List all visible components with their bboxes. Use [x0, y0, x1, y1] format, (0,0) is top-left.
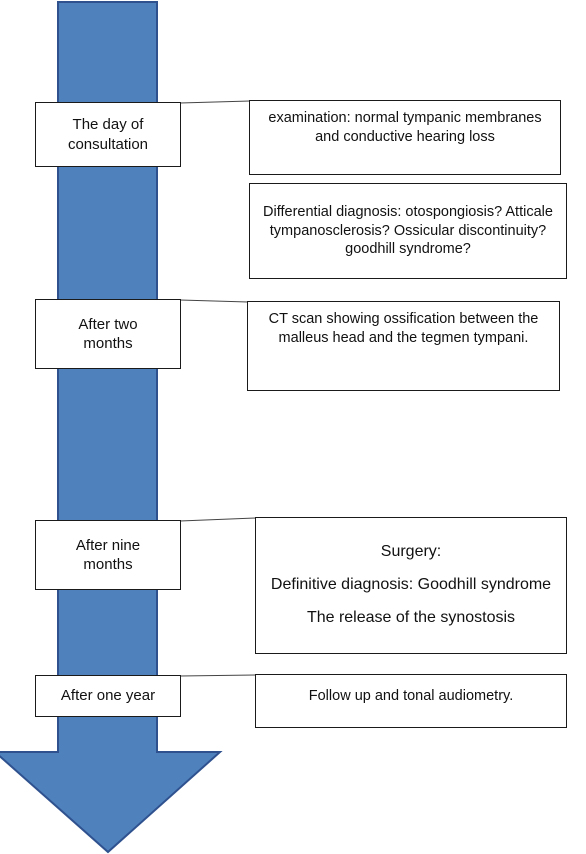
stage-consultation: The day of consultation [35, 102, 181, 167]
stage-two-months: After two months [35, 299, 181, 369]
note-ct-scan: CT scan showing ossification between the… [247, 301, 560, 391]
connector-two-months [179, 299, 249, 303]
note-surgery: Surgery: Definitive diagnosis: Goodhill … [255, 517, 567, 654]
stage-nine-months: After nine months [35, 520, 181, 590]
note-examination-text: examination: normal tympanic membranes a… [268, 110, 542, 145]
note-definitive-diagnosis: Definitive diagnosis: Goodhill syndrome [270, 576, 552, 594]
note-follow-up-text: Follow up and tonal audiometry. [308, 688, 514, 704]
stage-one-year: After one year [35, 675, 181, 717]
stage-two-months-label: After two months [78, 315, 138, 352]
stage-nine-months-label: After nine months [75, 536, 141, 573]
note-differential-text: Differential diagnosis: otospongiosis? A… [263, 204, 553, 258]
note-synostosis-release: The release of the synostosis [306, 608, 516, 626]
note-ct-scan-text: CT scan showing ossification between the… [268, 311, 539, 346]
note-follow-up: Follow up and tonal audiometry. [255, 674, 567, 728]
connector-consultation [179, 100, 251, 104]
stage-consultation-label: The day of consultation [67, 116, 149, 153]
stage-one-year-label: After one year [60, 687, 156, 705]
note-differential-diagnosis: Differential diagnosis: otospongiosis? A… [249, 183, 567, 279]
connector-nine-months [179, 517, 257, 522]
note-surgery-title: Surgery: [380, 543, 442, 561]
connector-one-year [179, 674, 257, 677]
note-examination: examination: normal tympanic membranes a… [249, 100, 561, 175]
